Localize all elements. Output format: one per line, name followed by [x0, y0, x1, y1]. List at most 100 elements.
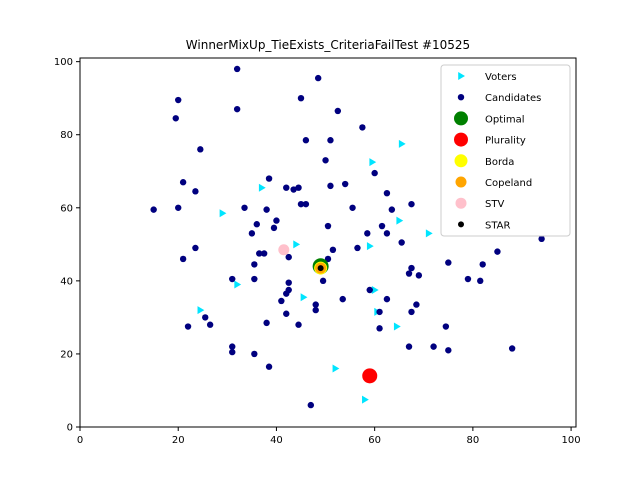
legend-marker — [455, 176, 467, 188]
y-tick-label: 100 — [54, 57, 73, 68]
y-tick-label: 60 — [60, 203, 73, 214]
candidates-point — [179, 255, 187, 263]
voters-point — [332, 364, 340, 373]
candidates-point — [324, 222, 332, 230]
voters-point — [219, 209, 227, 218]
candidates-point — [290, 186, 297, 193]
x-tick-label: 80 — [467, 435, 480, 446]
legend-marker — [454, 154, 468, 168]
candidates-point — [445, 259, 452, 266]
candidates-point — [248, 230, 256, 237]
candidates-point — [251, 350, 258, 358]
legend-item-borda: Borda — [454, 154, 514, 168]
candidates-point — [184, 323, 192, 330]
candidates-point — [341, 180, 349, 188]
series-candidates — [150, 65, 545, 409]
candidates-point — [371, 169, 378, 177]
candidates-point — [260, 250, 268, 257]
legend-marker — [454, 111, 468, 126]
candidates-point — [314, 74, 322, 82]
candidates-point — [265, 175, 273, 182]
candidates-point — [297, 94, 305, 102]
candidates-point — [508, 345, 516, 352]
legend-label: STAR — [485, 220, 511, 231]
candidates-point — [251, 261, 258, 268]
candidates-point — [251, 275, 258, 283]
candidates-point — [297, 200, 305, 208]
candidates-point — [192, 244, 199, 252]
x-tick-label: 0 — [77, 435, 83, 446]
voters-point — [362, 395, 369, 404]
voters-point — [393, 322, 401, 331]
candidates-point — [442, 323, 450, 330]
legend-label: Optimal — [485, 114, 525, 125]
candidates-point — [366, 286, 373, 294]
candidates-point — [283, 184, 290, 191]
y-tick-label: 80 — [60, 130, 73, 141]
candidates-point — [312, 306, 319, 314]
voters-point — [293, 240, 301, 249]
candidates-point — [479, 261, 486, 268]
candidates-point — [295, 321, 302, 328]
star-point — [317, 265, 324, 272]
voters-point — [398, 139, 406, 148]
candidates-point — [229, 343, 236, 350]
candidates-point — [408, 308, 415, 316]
candidates-point — [319, 277, 327, 285]
y-tick-label: 40 — [60, 276, 73, 287]
candidates-point — [307, 401, 315, 409]
voters-point — [425, 229, 433, 238]
voters-point — [258, 183, 266, 192]
candidates-point — [329, 246, 337, 254]
series-voters — [197, 139, 433, 404]
candidates-point — [175, 204, 182, 211]
candidates-point — [273, 217, 280, 224]
series-star — [317, 265, 324, 272]
candidates-point — [477, 277, 484, 285]
candidates-point — [172, 115, 179, 122]
candidates-point — [192, 188, 199, 195]
legend-marker — [454, 132, 468, 147]
candidates-point — [364, 230, 371, 237]
legend-marker — [458, 221, 464, 228]
candidates-point — [383, 230, 391, 237]
voters-point — [396, 216, 404, 225]
legend-box — [440, 64, 571, 237]
candidates-point — [233, 105, 241, 113]
series-plurality — [362, 368, 378, 384]
legend-marker — [458, 72, 465, 80]
legend-marker — [455, 197, 467, 209]
candidates-point — [415, 272, 423, 279]
legend-item-optimal: Optimal — [454, 111, 525, 126]
legend-item-candidates: Candidates — [457, 93, 541, 104]
candidates-point — [302, 200, 310, 208]
voters-point — [371, 285, 379, 294]
candidates-point — [179, 179, 187, 186]
plot-points — [150, 65, 545, 409]
candidates-point — [464, 275, 472, 283]
candidates-point — [241, 204, 248, 211]
voters-point — [197, 306, 205, 315]
candidates-point — [197, 146, 204, 153]
candidates-point — [253, 221, 260, 228]
candidates-point — [405, 343, 413, 350]
x-tick-label: 20 — [172, 435, 185, 446]
candidates-point — [285, 279, 292, 286]
candidates-point — [175, 96, 182, 104]
candidates-point — [302, 137, 310, 144]
legend-item-plurality: Plurality — [454, 132, 526, 147]
candidates-point — [295, 184, 302, 191]
candidates-point — [376, 325, 383, 332]
legend-label: STV — [485, 199, 504, 210]
candidates-point — [398, 239, 405, 246]
voters-point — [234, 280, 242, 289]
legend-label: Borda — [485, 157, 514, 168]
candidates-point — [202, 314, 209, 321]
legend-label: Copeland — [485, 178, 532, 189]
candidates-point — [408, 200, 415, 208]
candidates-point — [229, 348, 236, 356]
x-tick-label: 40 — [270, 435, 283, 446]
legend-item-copeland: Copeland — [455, 176, 532, 189]
candidates-point — [388, 206, 396, 213]
